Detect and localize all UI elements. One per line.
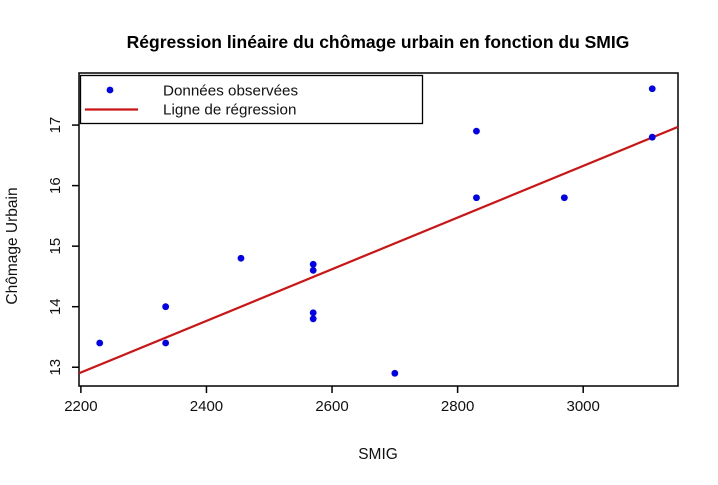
data-point (237, 254, 245, 262)
data-point (648, 85, 656, 93)
data-point (473, 194, 480, 202)
data-point (162, 339, 170, 347)
data-point (391, 369, 399, 377)
legend-label-regression-line: Ligne de régression (163, 102, 296, 119)
x-axis-label: SMIG (358, 446, 398, 463)
x-tick-label: 3000 (567, 398, 600, 415)
x-tick-label: 2400 (190, 398, 223, 415)
y-tick-label: 14 (47, 298, 64, 315)
y-tick-label: 13 (47, 359, 64, 376)
x-tick-label: 2600 (315, 398, 348, 415)
x-tick-label: 2800 (441, 398, 474, 415)
axis-ticks: 2200 2400 2600 2800 3000 13 14 15 16 17 (47, 117, 600, 415)
data-point (96, 339, 104, 347)
legend-label-observed-data: Données observées (163, 83, 298, 100)
data-point (648, 133, 656, 141)
regression-line (78, 125, 679, 375)
legend-point-marker-icon (106, 86, 114, 94)
data-point (309, 260, 317, 268)
y-axis-label: Chômage Urbain (4, 187, 21, 304)
y-tick-label: 17 (47, 117, 64, 134)
plot-box (78, 72, 679, 387)
data-point (560, 194, 568, 202)
data-point (309, 309, 317, 317)
legend: Données observées Ligne de régression (79, 74, 424, 125)
chart-title: Régression linéaire du chômage urbain en… (127, 32, 630, 52)
data-point (309, 315, 317, 323)
data-point (309, 266, 317, 274)
data-point (473, 127, 480, 135)
legend-box (79, 74, 424, 125)
plot-series (78, 85, 679, 377)
y-tick-label: 16 (47, 177, 64, 194)
data-point (162, 303, 170, 311)
y-tick-label: 15 (47, 238, 64, 255)
x-tick-label: 2200 (64, 398, 97, 415)
